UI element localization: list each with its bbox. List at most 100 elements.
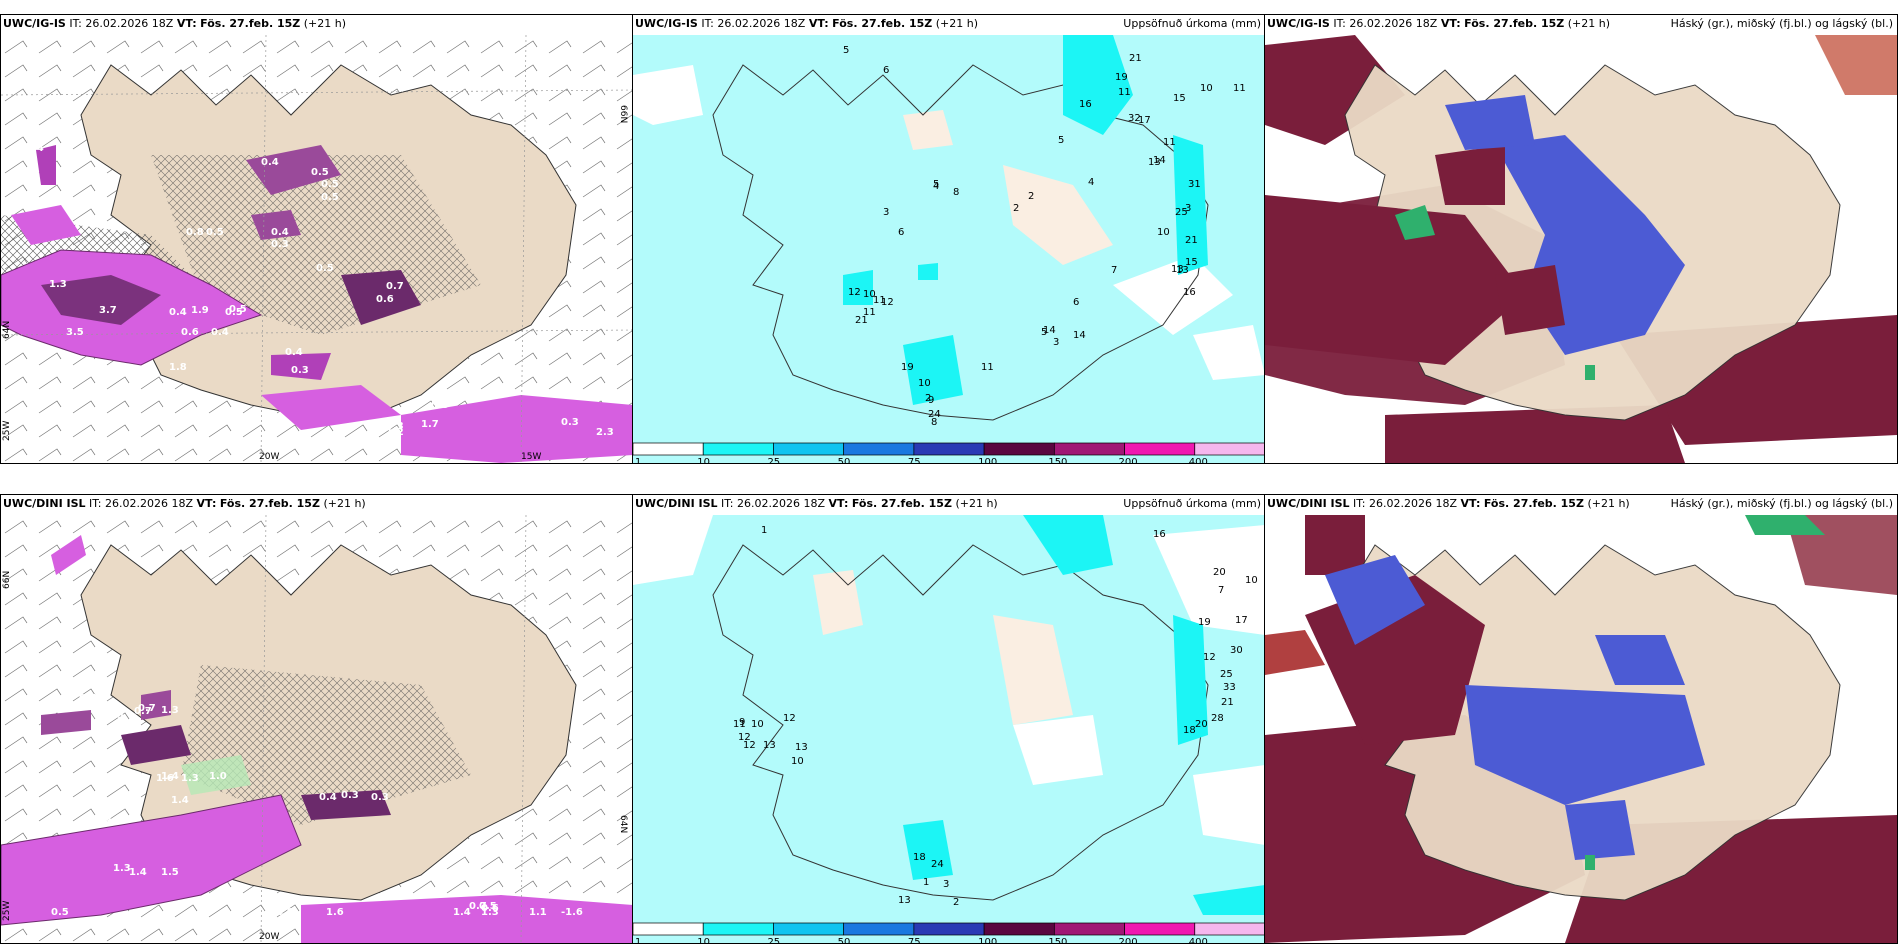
lead-time: (+21 h) xyxy=(955,497,998,510)
colorbar-tick-label: 400 xyxy=(1189,457,1208,463)
value-label: 0.3 xyxy=(386,421,404,432)
value-label: 1.3 xyxy=(49,279,67,290)
colorbar-swatch xyxy=(773,442,845,456)
value-label: 1.8 xyxy=(169,362,187,373)
value-label: 0.5 xyxy=(431,400,449,411)
value-label: 0.4 xyxy=(211,327,229,338)
valid-time: Fös. 27.feb. 15Z xyxy=(200,17,301,30)
value-label: 32 xyxy=(1128,113,1141,124)
value-label: 1.3 xyxy=(106,813,124,824)
value-label: 9 xyxy=(739,717,745,728)
valid-time: Fös. 27.feb. 15Z xyxy=(851,497,952,510)
value-label: 10 xyxy=(791,756,804,767)
init-time: 26.02.2026 18Z xyxy=(85,17,174,30)
panel-header: UWC/DINI ISL IT: 26.02.2026 18Z VT: Fös.… xyxy=(3,495,366,513)
value-label: 3.7 xyxy=(99,305,117,316)
value-label: 13 xyxy=(1171,264,1184,275)
value-label: 0.3 xyxy=(291,365,309,376)
colorbar-swatch xyxy=(633,922,704,936)
model-name: UWC/IG-IS xyxy=(1267,17,1330,30)
value-label: 18 xyxy=(1183,725,1196,736)
lead-time: (+21 h) xyxy=(1587,497,1630,510)
it-label: IT: xyxy=(89,497,102,510)
value-label: 13 xyxy=(795,742,808,753)
colorbar: 1 10 25 50 75 100 150 200 400 xyxy=(633,442,1265,463)
lead-time: (+21 h) xyxy=(935,17,979,30)
value-label: 12 xyxy=(848,287,861,298)
value-label: 1.5 xyxy=(161,867,179,878)
value-label: 6 xyxy=(883,65,889,76)
colorbar-swatch xyxy=(1124,442,1196,456)
value-label: 10 xyxy=(1245,575,1258,586)
panel-header: UWC/DINI ISL IT: 26.02.2026 18Z VT: Fös.… xyxy=(635,495,998,513)
value-label: 15 xyxy=(1185,257,1198,268)
value-label: 0.5 xyxy=(311,167,329,178)
value-label: 0.3 xyxy=(341,790,359,801)
vt-label: VT: xyxy=(196,497,217,510)
colorbar-swatch xyxy=(1194,922,1265,936)
valid-time: Fös. 27.feb. 15Z xyxy=(832,17,933,30)
value-label: 0.5 xyxy=(225,307,243,318)
value-label: 1.3 xyxy=(481,907,499,918)
value-label: 1.2 xyxy=(386,427,404,438)
colorbar-tick-label: 100 xyxy=(978,457,997,463)
model-name: UWC/IG-IS xyxy=(635,17,698,30)
model-name: UWC/DINI ISL xyxy=(3,497,86,510)
value-label: 19 xyxy=(901,362,914,373)
colorbar-tick-label: 25 xyxy=(767,937,780,943)
value-label: 0.7 xyxy=(134,706,152,717)
it-label: IT: xyxy=(721,497,734,510)
colorbar-swatch xyxy=(843,442,915,456)
panel-title: Uppsöfnuð úrkoma (mm) xyxy=(1123,497,1261,510)
panel-title: Háský (gr.), miðský (fj.bl.) og lágský (… xyxy=(1670,17,1893,30)
value-label: 10 xyxy=(1200,83,1213,94)
value-label: 1.4 xyxy=(171,795,189,806)
colorbar-tick-label: 10 xyxy=(697,457,710,463)
valid-time: Fös. 27.feb. 15Z xyxy=(1464,17,1565,30)
value-label: 14 xyxy=(1043,325,1056,336)
value-label: 12 xyxy=(783,713,796,724)
value-label: 8 xyxy=(931,417,937,428)
lon-label-15w: 15W xyxy=(521,452,541,462)
lead-time: (+21 h) xyxy=(1567,17,1611,30)
colorbar-swatch xyxy=(1124,922,1196,936)
lat-label-64n: 64N xyxy=(2,321,12,339)
value-label: 0.5 xyxy=(316,263,334,274)
value-label: 1.1 xyxy=(529,907,547,918)
colorbar-tick-label: 1 xyxy=(635,457,641,463)
value-label: 0.5 xyxy=(479,901,497,912)
panel-header: UWC/DINI ISL IT: 26.02.2026 18Z VT: Fös.… xyxy=(1267,495,1630,513)
value-label: 1.9 xyxy=(31,807,49,818)
lead-time: (+21 h) xyxy=(323,497,366,510)
colorbar-swatch xyxy=(773,922,845,936)
vt-label: VT: xyxy=(808,17,829,30)
model-name: UWC/DINI ISL xyxy=(635,497,718,510)
value-label: 5 xyxy=(1041,327,1047,338)
value-label: 13 xyxy=(763,740,776,751)
value-label: 3 xyxy=(1053,337,1059,348)
vt-label: VT: xyxy=(828,497,849,510)
value-label: 5 xyxy=(1058,135,1064,146)
value-label: 1.0 xyxy=(209,771,227,782)
panel-header: UWC/IG-IS IT: 26.02.2026 18Z VT: Fös. 27… xyxy=(1267,15,1610,33)
value-label: 19 xyxy=(1115,72,1128,83)
value-label: 3 xyxy=(943,879,949,890)
it-label: IT: xyxy=(701,17,714,30)
value-label: 24 xyxy=(931,859,944,870)
value-label: 14 xyxy=(1073,330,1086,341)
init-time: 26.02.2026 18Z xyxy=(105,497,194,510)
iceland-outline xyxy=(712,64,1209,421)
colorbar-tick-label: 200 xyxy=(1119,457,1138,463)
value-label: 6 xyxy=(898,227,904,238)
value-label: 0.8 xyxy=(186,227,204,238)
value-label: 2 xyxy=(1028,191,1034,202)
value-label: 3 xyxy=(1185,203,1191,214)
vt-label: VT: xyxy=(176,17,197,30)
value-label: 31 xyxy=(1188,179,1201,190)
colorbar-swatch xyxy=(983,442,1055,456)
value-label: 4.0 xyxy=(276,907,294,918)
colorbar-swatch xyxy=(1053,442,1125,456)
value-label: 12 xyxy=(743,740,756,751)
value-label: 5 xyxy=(843,45,849,56)
